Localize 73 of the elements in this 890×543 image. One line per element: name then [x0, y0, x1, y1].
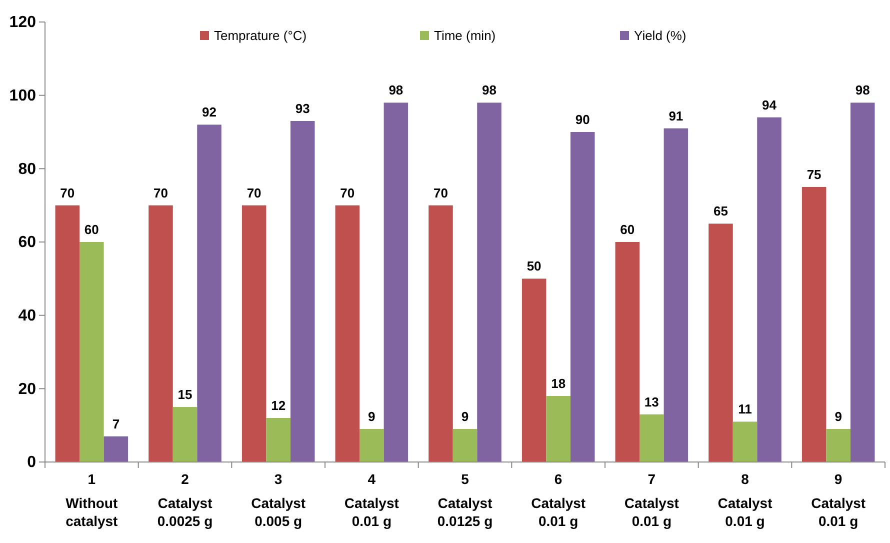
bar — [335, 205, 360, 462]
bar — [802, 187, 826, 462]
bar — [615, 242, 640, 462]
data-label: 70 — [340, 185, 355, 200]
data-label: 70 — [60, 185, 75, 200]
bar — [197, 124, 222, 462]
data-label: 93 — [295, 101, 310, 116]
y-tick-label: 100 — [9, 87, 36, 104]
data-label: 9 — [461, 409, 469, 424]
x-tick-label: 3 Catalyst 0.005 g — [251, 471, 306, 529]
data-label: 65 — [714, 204, 728, 219]
bar — [172, 407, 198, 462]
bar — [757, 117, 782, 462]
data-label: 9 — [834, 409, 842, 424]
bar — [826, 429, 850, 462]
x-tick-label: 4 Catalyst 0.01 g — [344, 471, 400, 529]
bar — [664, 128, 688, 462]
data-label: 11 — [738, 402, 752, 417]
bar — [570, 132, 595, 462]
bar — [80, 242, 104, 462]
bar — [732, 422, 758, 462]
y-tick-label: 40 — [18, 307, 36, 324]
data-label: 50 — [526, 258, 542, 274]
data-label: 75 — [806, 167, 822, 182]
x-tick-label: 1 Without catalyst — [66, 471, 118, 529]
data-label: 70 — [154, 185, 168, 200]
bar — [242, 205, 266, 462]
data-label: 60 — [620, 222, 635, 237]
y-tick-label: 120 — [9, 14, 36, 32]
data-label: 98 — [855, 82, 870, 98]
data-label: 15 — [178, 387, 192, 402]
data-label: 90 — [575, 112, 590, 127]
bar — [290, 121, 315, 462]
bar — [360, 429, 384, 462]
data-label: 70 — [434, 185, 448, 200]
x-tick-label: 8 Catalyst 0.01 g — [718, 471, 773, 529]
bar — [522, 278, 546, 462]
y-tick-label: 80 — [18, 160, 36, 178]
x-tick-label: 9 Catalyst 0.01 g — [811, 471, 866, 529]
y-tick-label: 60 — [18, 234, 36, 252]
bar — [384, 102, 408, 462]
x-tick-label: 7 Catalyst 0.01 g — [624, 471, 680, 529]
data-label: 92 — [202, 104, 216, 120]
data-label: 98 — [388, 82, 404, 98]
data-label: 94 — [762, 97, 778, 112]
bar — [104, 436, 128, 462]
data-label: 70 — [246, 185, 262, 200]
data-label: 7 — [112, 416, 120, 432]
data-label: 9 — [368, 409, 376, 424]
x-tick-label: 6 Catalyst 0.01 g — [531, 471, 586, 529]
bar — [640, 414, 664, 462]
x-tick-label: 2 Catalyst 0.0025 g — [157, 471, 213, 529]
bar — [850, 102, 875, 462]
bar — [55, 205, 80, 462]
data-label: 13 — [644, 394, 659, 410]
data-label: 18 — [551, 376, 566, 391]
data-label: 91 — [668, 108, 684, 124]
data-label: 60 — [84, 222, 99, 237]
y-tick-label: 20 — [18, 380, 36, 398]
legend-label: Yield (%) — [634, 28, 686, 43]
bar — [708, 224, 733, 462]
bar — [266, 418, 290, 462]
y-tick-label: 0 — [27, 454, 36, 472]
data-label: 12 — [271, 398, 286, 413]
data-label: 98 — [482, 82, 496, 98]
bar — [477, 102, 502, 462]
bar — [148, 205, 173, 462]
legend-label: Temprature (°C) — [214, 28, 307, 43]
x-tick-label: 5 Catalyst 0.0125 g — [437, 471, 493, 529]
legend-label: Time (min) — [434, 28, 496, 43]
bar — [546, 396, 570, 462]
bar — [452, 429, 478, 462]
bar — [428, 205, 453, 462]
